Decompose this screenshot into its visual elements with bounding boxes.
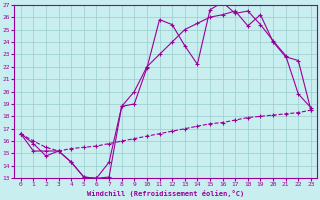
X-axis label: Windchill (Refroidissement éolien,°C): Windchill (Refroidissement éolien,°C) <box>87 190 244 197</box>
